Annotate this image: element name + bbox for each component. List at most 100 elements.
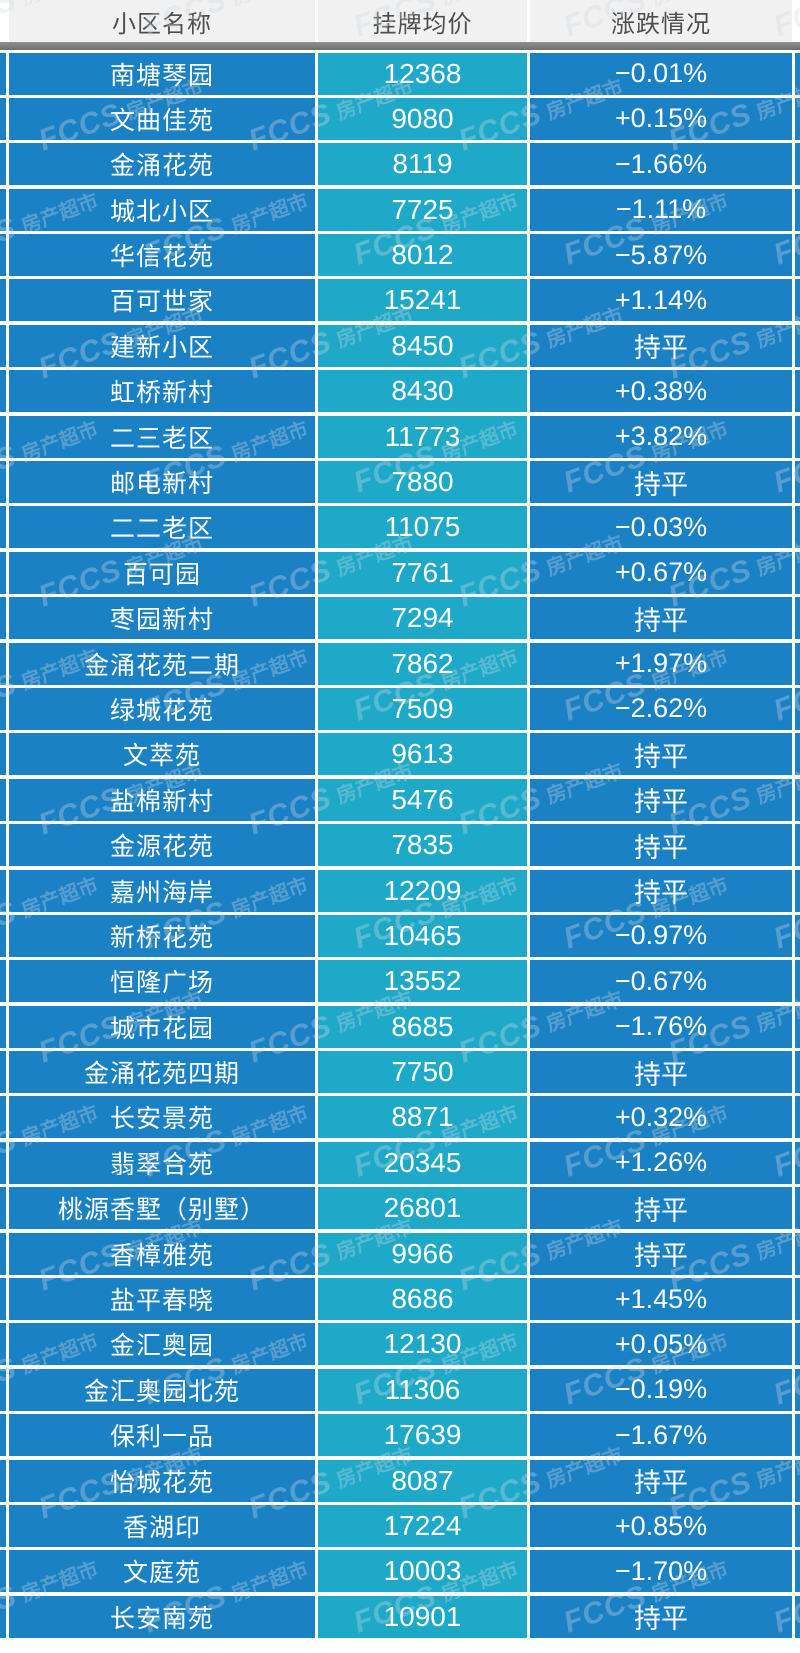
table-row: 金涌花苑 8119 −1.66%: [0, 143, 800, 186]
table-row: 长安景苑 8871 +0.32%: [0, 1096, 800, 1139]
avg-price-cell: 13552: [318, 960, 527, 1003]
table-row: 桃源香墅（别墅） 26801 持平: [0, 1187, 800, 1230]
avg-price-cell: 8087: [318, 1459, 527, 1502]
avg-price-cell: 12130: [318, 1323, 527, 1366]
row-left-edge: [0, 551, 6, 594]
row-left-edge: [0, 1141, 6, 1184]
community-name-cell: 金汇奥园北苑: [9, 1368, 315, 1411]
table-row: 华信花苑 8012 −5.87%: [0, 234, 800, 277]
community-name-cell: 文曲佳苑: [9, 97, 315, 140]
row-left-edge: [0, 415, 6, 458]
change-cell: −1.67%: [530, 1414, 792, 1457]
avg-price-cell: 17639: [318, 1414, 527, 1457]
avg-price-cell: 11773: [318, 415, 527, 458]
change-cell: 持平: [530, 597, 792, 640]
avg-price-cell: 8871: [318, 1096, 527, 1139]
change-cell: 持平: [530, 324, 792, 367]
table-row: 怡城花苑 8087 持平: [0, 1459, 800, 1502]
avg-price-cell: 8685: [318, 1005, 527, 1048]
change-cell: −5.87%: [530, 234, 792, 277]
community-name-cell: 文萃苑: [9, 733, 315, 776]
community-name-cell: 盐棉新村: [9, 778, 315, 821]
row-right-edge: [795, 642, 800, 685]
avg-price-cell: 17224: [318, 1505, 527, 1547]
row-right-edge: [795, 415, 800, 458]
change-cell: +0.32%: [530, 1096, 792, 1139]
community-name-cell: 桃源香墅（别墅）: [9, 1187, 315, 1230]
change-cell: +0.67%: [530, 551, 792, 594]
avg-price-cell: 9966: [318, 1232, 527, 1275]
community-name-cell: 城北小区: [9, 188, 315, 231]
community-name-cell: 文庭苑: [9, 1550, 315, 1593]
community-name-cell: 华信花苑: [9, 234, 315, 277]
avg-price-cell: 7509: [318, 687, 527, 730]
row-left-edge: [0, 1368, 6, 1411]
avg-price-cell: 7761: [318, 551, 527, 594]
table-row: 长安南苑 10901 持平: [0, 1595, 800, 1638]
change-cell: −0.03%: [530, 506, 792, 549]
row-right-edge: [795, 1368, 800, 1411]
table-row: 盐平春晓 8686 +1.45%: [0, 1278, 800, 1321]
avg-price-cell: 8119: [318, 143, 527, 186]
community-name-cell: 建新小区: [9, 324, 315, 367]
table-row: 保利一品 17639 −1.67%: [0, 1414, 800, 1457]
row-right-edge: [795, 914, 800, 957]
change-cell: +1.45%: [530, 1278, 792, 1321]
community-name-cell: 金汇奥园: [9, 1323, 315, 1366]
community-name-cell: 金涌花苑: [9, 143, 315, 186]
avg-price-cell: 8012: [318, 234, 527, 277]
avg-price-cell: 12368: [318, 52, 527, 95]
community-name-cell: 金源花苑: [9, 824, 315, 867]
community-name-cell: 枣园新村: [9, 597, 315, 640]
row-right-edge: [795, 1005, 800, 1048]
table-row: 盐棉新村 5476 持平: [0, 778, 800, 821]
row-left-edge: [0, 1323, 6, 1366]
change-cell: +1.26%: [530, 1141, 792, 1184]
community-name-cell: 城市花园: [9, 1005, 315, 1048]
row-right-edge: [795, 506, 800, 549]
row-left-edge: [0, 97, 6, 140]
row-right-edge: [795, 1505, 800, 1547]
avg-price-cell: 12209: [318, 869, 527, 912]
row-right-edge: [795, 461, 800, 504]
table-row: 枣园新村 7294 持平: [0, 597, 800, 640]
change-cell: 持平: [530, 778, 792, 821]
row-left-edge: [0, 1595, 6, 1638]
row-left-edge: [0, 1051, 6, 1094]
change-cell: 持平: [530, 1595, 792, 1638]
row-right-edge: [795, 1459, 800, 1502]
row-left-edge: [0, 279, 6, 322]
community-name-cell: 二三老区: [9, 415, 315, 458]
change-cell: 持平: [530, 1232, 792, 1275]
row-left-edge: [0, 324, 6, 367]
change-cell: +0.05%: [530, 1323, 792, 1366]
community-name-cell: 嘉州海岸: [9, 869, 315, 912]
community-name-cell: 保利一品: [9, 1414, 315, 1457]
table-row: 百可世家 15241 +1.14%: [0, 279, 800, 322]
change-cell: 持平: [530, 1051, 792, 1094]
change-cell: −0.01%: [530, 52, 792, 95]
table-row: 金涌花苑二期 7862 +1.97%: [0, 642, 800, 685]
change-cell: −0.97%: [530, 914, 792, 957]
row-right-edge: [795, 324, 800, 367]
change-cell: +1.97%: [530, 642, 792, 685]
avg-price-cell: 7880: [318, 461, 527, 504]
row-left-edge: [0, 1005, 6, 1048]
change-cell: −0.19%: [530, 1368, 792, 1411]
community-name-cell: 香湖印: [9, 1505, 315, 1547]
community-name-cell: 长安景苑: [9, 1096, 315, 1139]
row-right-edge: [795, 279, 800, 322]
row-left-edge: [0, 642, 6, 685]
avg-price-cell: 7750: [318, 1051, 527, 1094]
table-row: 邮电新村 7880 持平: [0, 461, 800, 504]
row-left-edge: [0, 506, 6, 549]
change-cell: −2.62%: [530, 687, 792, 730]
community-name-cell: 盐平春晓: [9, 1278, 315, 1321]
table-header: 小区名称 挂牌均价 涨跌情况: [0, 0, 800, 42]
community-name-cell: 二二老区: [9, 506, 315, 549]
header-divider: [0, 42, 800, 50]
community-name-cell: 长安南苑: [9, 1595, 315, 1638]
row-left-edge: [0, 234, 6, 277]
table-row: 城市花园 8685 −1.76%: [0, 1005, 800, 1048]
